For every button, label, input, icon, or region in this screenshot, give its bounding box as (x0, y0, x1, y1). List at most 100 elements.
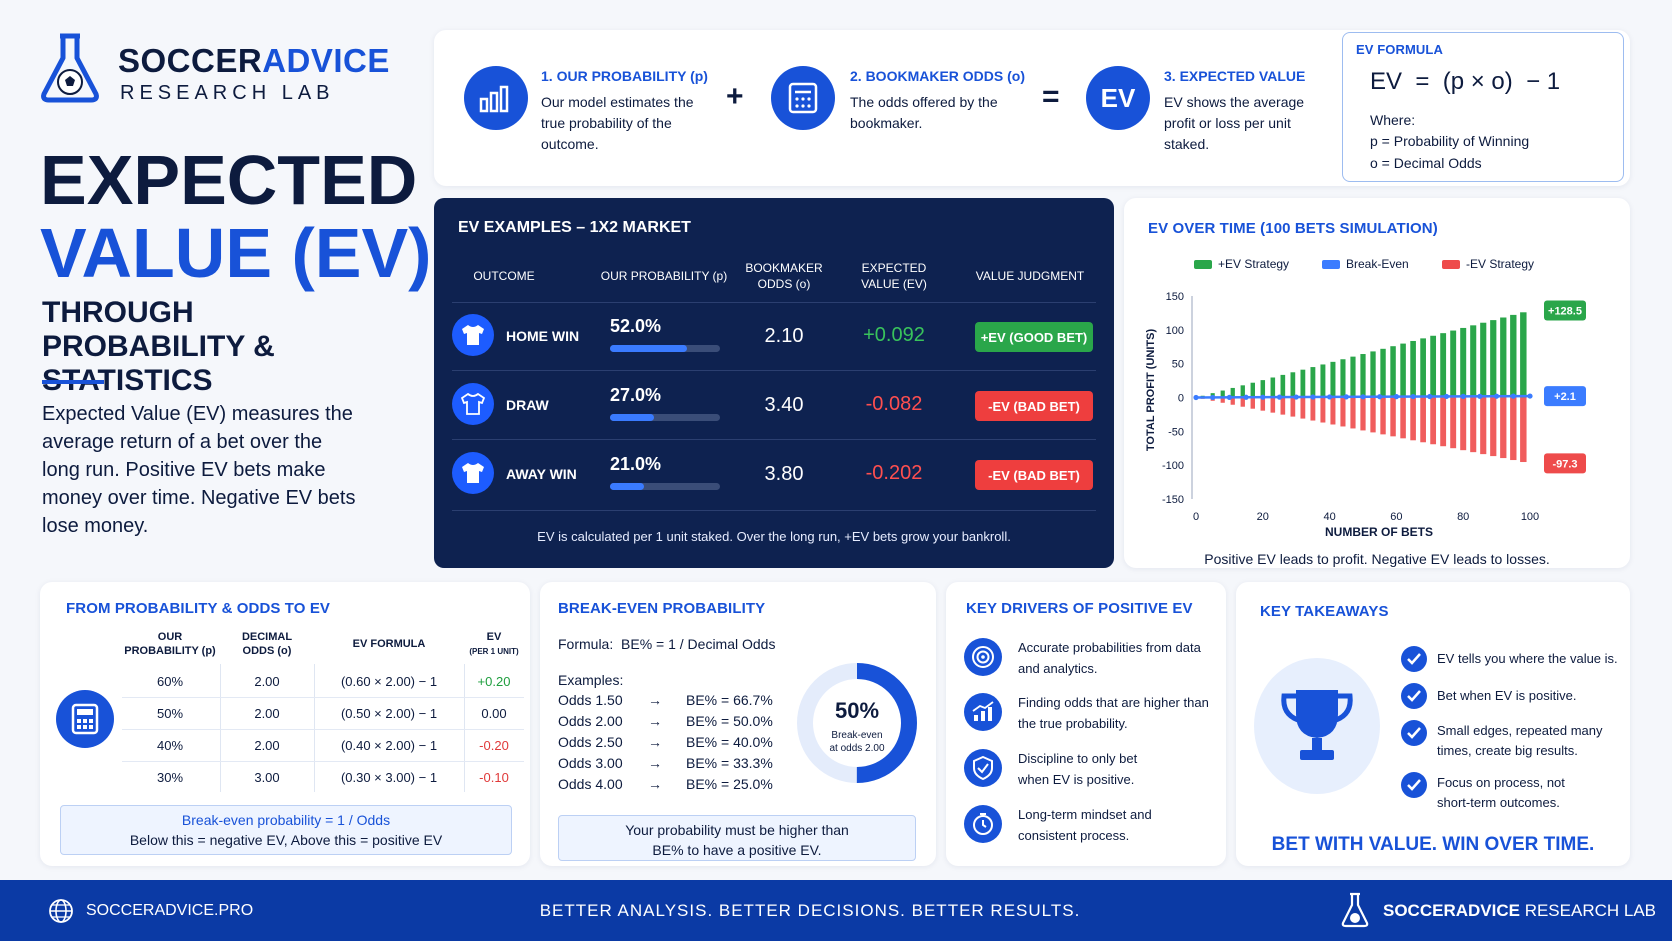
x-tick-label: 20 (1257, 511, 1269, 523)
ev-examples-heading: EV EXAMPLES – 1X2 MARKET (458, 219, 691, 236)
prob-odds-heading: FROM PROBABILITY & ODDS TO EV (66, 600, 331, 617)
break-even-point (1510, 393, 1516, 399)
ev-away: -0.202 (865, 462, 923, 484)
bar-positive-ev (1330, 361, 1336, 398)
calculator-large-icon (56, 690, 114, 748)
x-tick-label: 100 (1521, 511, 1539, 523)
bar-positive-ev (1410, 340, 1416, 398)
bar-negative-ev (1370, 397, 1376, 433)
col-judgment: VALUE JUDGMENT (975, 269, 1085, 283)
break-even-point (1360, 394, 1366, 400)
po-p-3: 40% (156, 738, 184, 753)
bar-negative-ev (1480, 397, 1487, 455)
po-ev-3: -0.20 (479, 738, 509, 753)
po-row-3 (122, 730, 524, 762)
po-ev-1: +0.20 (477, 674, 511, 689)
ev-over-time-chart: 150 100 50 0 -50 -100 -150 0 20 40 60 80 100 +128.5 +2… (1162, 291, 1586, 523)
bar-negative-ev (1320, 397, 1326, 423)
x-tick-label: 60 (1390, 511, 1402, 523)
bar-positive-ev (1390, 346, 1396, 398)
donut-arc (797, 663, 917, 783)
po-o-1: 2.00 (254, 674, 280, 689)
driver-text-3: Discipline to only bet when EV is positi… (1018, 751, 1138, 787)
takeaway-2: Bet when EV is positive. (1437, 688, 1577, 703)
bar-positive-ev (1320, 364, 1326, 398)
po-col-odds: DECIMAL ODDS (o) (241, 631, 293, 657)
bar-negative-ev (1300, 397, 1306, 419)
equals-operator: = (1042, 80, 1060, 113)
y-tick-label: 0 (1178, 393, 1184, 405)
po-ev-4: -0.10 (479, 770, 509, 785)
col-odds: BOOKMAKER ODDS (o) (745, 261, 823, 291)
po-f-2: (0.50 × 2.00) − 1 (340, 706, 438, 721)
ev-formula-box (1342, 32, 1624, 182)
footer-brand: SOCCERADVICE RESEARCH LAB (1383, 901, 1656, 921)
break-even-point (1443, 393, 1450, 400)
bar-positive-ev (1230, 387, 1235, 398)
y-tick-label: 100 (1166, 325, 1184, 337)
judgment-badge-home: +EV (GOOD BET) (975, 322, 1093, 352)
check-icon (1401, 720, 1427, 746)
hero-intro: Expected Value (EV) measures the average… (42, 403, 356, 537)
takeaway-3: Small edges, repeated many times, create… (1437, 723, 1603, 758)
po-o-4: 3.00 (254, 770, 280, 785)
bar-positive-ev (1340, 359, 1346, 398)
bar-negative-ev (1430, 397, 1437, 445)
po-row-1 (122, 666, 524, 698)
po-row-2 (122, 698, 524, 730)
break-even-point (1460, 393, 1466, 399)
bar-positive-ev (1450, 330, 1457, 398)
jersey-icon (452, 383, 494, 425)
driver-text-4: Long-term mindset and consistent process… (1018, 807, 1152, 843)
break-even-point (1243, 394, 1249, 400)
ev-formula-o-def: o = Decimal Odds (1370, 155, 1482, 171)
break-even-point (1393, 394, 1399, 400)
check-icon (1401, 683, 1427, 709)
ev-over-time-card (1124, 198, 1630, 568)
break-even-note: Break-even probability = 1 / Odds Below … (60, 805, 512, 855)
plus-operator: + (726, 80, 744, 113)
bar-negative-ev (1420, 397, 1426, 443)
bar-positive-ev (1220, 390, 1225, 398)
break-even-note-line1: Break-even probability = 1 / Odds (181, 812, 391, 828)
footer-bar: SOCCERADVICE.PRO BETTER ANALYSIS. BETTER… (0, 880, 1672, 941)
break-even-example: Odds 2.00 → BE% = 50.0% (558, 713, 788, 733)
break-even-list: Odds 1.50 → BE% = 66.7% Odds 2.00 → BE% = 50.… (558, 692, 788, 804)
chart-xlabel: NUMBER OF BETS (1325, 525, 1433, 539)
footer-website-link[interactable]: SOCCERADVICE.PRO (86, 902, 254, 919)
bar-negative-ev (1310, 397, 1316, 421)
x-tick-label: 0 (1193, 511, 1199, 523)
bar-negative-ev (1290, 397, 1296, 417)
bar-positive-ev (1430, 335, 1437, 398)
ev-home: +0.092 (863, 324, 925, 346)
po-p-2: 50% (156, 706, 184, 721)
bar-positive-ev (1310, 367, 1316, 398)
footer-tagline: BETTER ANALYSIS. BETTER DECISIONS. BETTE… (539, 901, 1081, 920)
bar-negative-ev (1340, 397, 1346, 427)
po-grid-v3 (464, 664, 465, 792)
example-odds: Odds 4.00 (558, 776, 623, 792)
bar-positive-ev (1420, 338, 1426, 398)
bar-positive-ev (1250, 382, 1255, 398)
bar-negative-ev (1510, 397, 1517, 461)
outcome-draw: DRAW (506, 397, 549, 413)
hero-divider (42, 380, 104, 384)
break-even-point (1260, 394, 1266, 400)
row-divider (452, 510, 1096, 511)
arrow-icon: → (648, 776, 662, 792)
bar-positive-ev (1270, 377, 1276, 398)
example-be: BE% = 33.3% (686, 755, 773, 771)
prob-bar-away (610, 483, 720, 490)
bar-negative-ev (1520, 397, 1527, 463)
bar-positive-ev (1280, 374, 1286, 398)
break-even-point (1427, 393, 1433, 400)
break-even-example: Odds 1.50 → BE% = 66.7% (558, 692, 788, 712)
break-even-point (1276, 394, 1283, 400)
bar-negative-ev (1440, 397, 1447, 447)
row-divider (452, 370, 1096, 371)
brand-subline: RESEARCH LAB (120, 82, 335, 104)
break-even-donut (797, 663, 917, 783)
key-takeaways-heading: KEY TAKEAWAYS (1260, 603, 1389, 620)
bar-positive-ev (1500, 317, 1507, 398)
po-grid-v1 (220, 664, 221, 792)
